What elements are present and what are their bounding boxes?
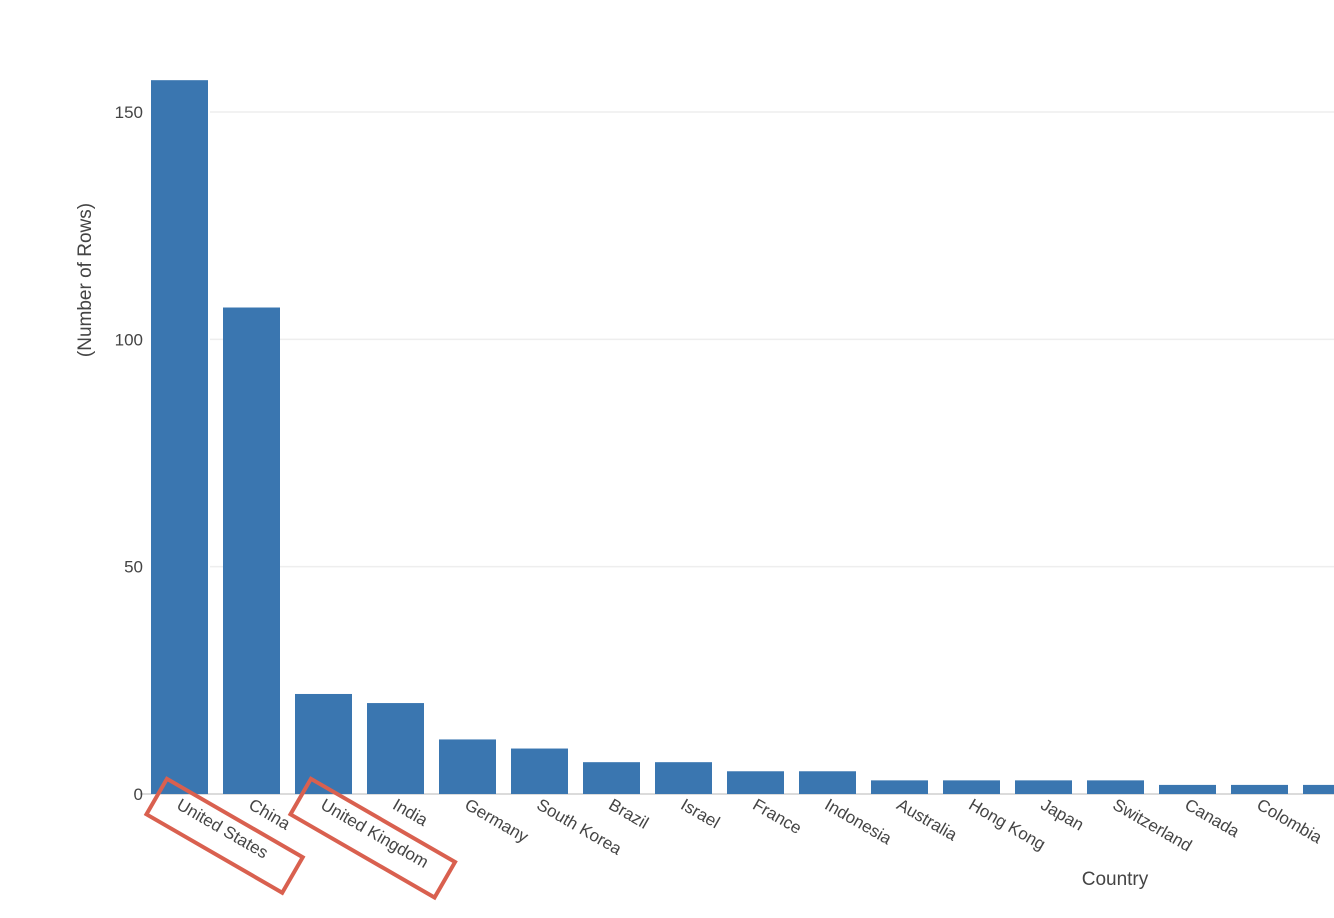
bar-china[interactable]	[223, 307, 280, 794]
bar-united-states[interactable]	[151, 80, 208, 794]
x-tick-india: India	[390, 795, 432, 830]
bar-hong-kong[interactable]	[943, 780, 1000, 794]
highlight-box-united-kingdom	[287, 776, 458, 901]
bar-germany[interactable]	[439, 739, 496, 794]
bars	[151, 80, 1334, 794]
bar-brazil[interactable]	[583, 762, 640, 794]
bar-united-kingdom[interactable]	[295, 693, 352, 794]
highlight-annotations	[143, 776, 458, 901]
y-axis-title: (Number of Rows)	[75, 203, 96, 357]
bar-bar-16[interactable]	[1303, 784, 1334, 794]
highlight-rect	[287, 776, 458, 901]
bar-japan[interactable]	[1015, 780, 1072, 794]
x-tick-switzerland: Switzerland	[1110, 795, 1196, 855]
bar-france[interactable]	[727, 771, 784, 794]
y-tick-100: 100	[115, 330, 143, 349]
x-tick-japan: Japan	[1038, 795, 1088, 835]
gridlines	[140, 111, 1334, 795]
y-tick-0: 0	[134, 785, 143, 804]
bar-switzerland[interactable]	[1087, 780, 1144, 794]
highlight-box-united-states	[143, 776, 306, 896]
x-tick-israel: Israel	[678, 795, 724, 832]
x-tick-germany: Germany	[462, 795, 532, 847]
y-tick-labels: 0 50 100 150	[115, 103, 143, 804]
x-tick-colombia: Colombia	[1254, 795, 1326, 848]
highlight-rect	[143, 776, 306, 896]
x-tick-hong-kong: Hong Kong	[966, 795, 1049, 854]
bar-australia[interactable]	[871, 780, 928, 794]
bar-south-korea[interactable]	[511, 748, 568, 794]
x-axis-title: Country	[1082, 869, 1149, 890]
bar-canada[interactable]	[1159, 784, 1216, 794]
y-tick-50: 50	[124, 558, 143, 577]
x-tick-indonesia: Indonesia	[822, 795, 896, 849]
bar-india[interactable]	[367, 703, 424, 794]
bar-indonesia[interactable]	[799, 771, 856, 794]
x-tick-australia: Australia	[894, 795, 961, 845]
x-tick-canada: Canada	[1182, 795, 1244, 842]
y-tick-150: 150	[115, 103, 143, 122]
bar-colombia[interactable]	[1231, 784, 1288, 794]
bar-israel[interactable]	[655, 762, 712, 794]
x-tick-france: France	[750, 795, 805, 838]
x-tick-brazil: Brazil	[606, 795, 652, 833]
